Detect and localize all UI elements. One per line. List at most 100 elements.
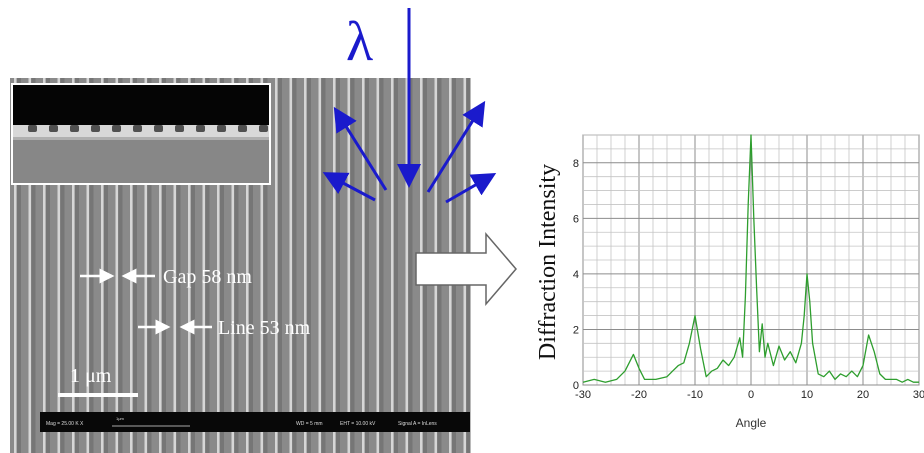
grating-line-highlight <box>159 78 162 453</box>
grating-line-shadow <box>278 78 282 453</box>
grating-line-highlight <box>289 78 292 453</box>
grating-line-highlight <box>304 78 307 453</box>
grating-line-highlight <box>101 78 104 453</box>
grating-line-shadow <box>350 78 355 453</box>
grating-line-highlight <box>188 78 191 453</box>
inset-tooth <box>175 125 184 132</box>
grating-line-shadow <box>220 78 224 453</box>
y-tick-label: 0 <box>573 380 579 392</box>
y-tick-label: 6 <box>573 213 579 225</box>
x-tick-label: 20 <box>857 389 869 401</box>
inset-tooth <box>70 125 79 132</box>
line-label: Line 53 nm <box>218 317 311 339</box>
footer-scale-label: 1μm <box>116 416 125 421</box>
inset-tooth <box>112 125 121 132</box>
grating-line-shadow <box>147 78 152 453</box>
inset-teeth <box>28 125 268 132</box>
grating-line-highlight <box>362 78 365 453</box>
grating-line-shadow <box>249 78 253 453</box>
grating-line-highlight <box>202 78 205 453</box>
grating-line-highlight <box>173 78 176 453</box>
grating-line-shadow <box>133 78 137 453</box>
grating-line-highlight <box>231 78 234 453</box>
sem-micrograph: Gap 58 nm Line 53 nm 1 μm Mag = 25.00 K … <box>10 78 471 453</box>
lambda-symbol: λ <box>346 11 373 73</box>
inset-tooth <box>91 125 100 132</box>
scale-bar <box>58 393 138 397</box>
intensity-series-line <box>582 134 919 383</box>
grating-line-highlight <box>144 78 147 453</box>
footer-mag: Mag = 25.00 K X <box>46 421 84 427</box>
grating-line-shadow <box>408 78 413 453</box>
diffracted-beam-left-2 <box>322 172 376 202</box>
grating-line-shadow <box>205 78 210 453</box>
grating-line-shadow <box>379 78 384 453</box>
grating-line-shadow <box>104 78 108 453</box>
grating-line-highlight <box>57 78 60 453</box>
grating-line-highlight <box>391 78 394 453</box>
footer-wd: WD = 5 mm <box>296 421 323 427</box>
grating-line-shadow <box>234 78 239 453</box>
grating-line-highlight <box>376 78 379 453</box>
gap-label: Gap 58 nm <box>163 266 252 288</box>
diffracted-beam-left-1 <box>333 106 388 191</box>
inset-tooth <box>217 125 226 132</box>
x-tick-label: 0 <box>748 389 754 401</box>
grating-line-shadow <box>75 78 79 453</box>
grating-line-shadow <box>31 78 36 453</box>
inset-tooth <box>28 125 37 132</box>
inset-tooth <box>259 125 268 132</box>
diffraction-chart: -30 -20 -10 0 10 20 30 0 2 4 6 8 Diffraction Intens… <box>535 134 924 430</box>
diffracted-beam-right-2 <box>445 172 497 204</box>
inset-tooth <box>133 125 142 132</box>
grating-line-highlight <box>260 78 263 453</box>
grating-line-highlight <box>28 78 31 453</box>
x-tick-label: -30 <box>575 389 591 401</box>
grating-line-shadow <box>191 78 195 453</box>
grating-line-shadow <box>162 78 166 453</box>
y-tick-label: 4 <box>573 269 579 281</box>
chart-ticks: -30 -20 -10 0 10 20 30 0 2 4 6 8 <box>573 158 924 401</box>
grating-line-highlight <box>347 78 350 453</box>
grating-line-highlight <box>405 78 408 453</box>
grating-line-highlight <box>246 78 249 453</box>
inset-tooth <box>238 125 247 132</box>
footer-signal: Signal A = InLens <box>398 421 437 427</box>
illumination: λ <box>322 8 497 204</box>
grating-line-shadow <box>89 78 94 453</box>
footer-eht: EHT = 10.00 kV <box>340 421 376 427</box>
grating-line-shadow <box>292 78 297 453</box>
inset-tooth <box>49 125 58 132</box>
inset-tooth <box>154 125 163 132</box>
y-tick-label: 8 <box>573 158 579 170</box>
x-tick-label: 30 <box>913 389 924 401</box>
cross-section-inset <box>11 83 271 185</box>
grating-line-shadow <box>176 78 181 453</box>
grating-line-shadow <box>17 78 21 453</box>
grating-line-highlight <box>333 78 336 453</box>
grating-line-shadow <box>336 78 340 453</box>
x-axis-label: Angle <box>736 416 767 430</box>
grating-line-shadow <box>394 78 398 453</box>
y-axis-label: Diffraction Intensity <box>535 164 561 360</box>
x-tick-label: -10 <box>687 389 703 401</box>
grating-line-shadow <box>365 78 369 453</box>
grating-line-highlight <box>318 78 321 453</box>
grating-line-shadow <box>60 78 65 453</box>
sem-footer: Mag = 25.00 K X 1μm WD = 5 mm EHT = 10.0… <box>40 412 470 432</box>
grating-line-shadow <box>321 78 326 453</box>
grating-line-highlight <box>130 78 133 453</box>
diffracted-beam-right-1 <box>426 100 486 193</box>
grating-line-highlight <box>72 78 75 453</box>
grating-line-shadow <box>118 78 123 453</box>
scale-bar-label: 1 μm <box>70 365 112 387</box>
grating-line-shadow <box>46 78 50 453</box>
grating-line-highlight <box>217 78 220 453</box>
chart-series <box>582 134 919 383</box>
grating-line-shadow <box>263 78 268 453</box>
grating-line-highlight <box>275 78 278 453</box>
grating-line-highlight <box>86 78 89 453</box>
inset-tooth <box>196 125 205 132</box>
x-tick-label: -20 <box>631 389 647 401</box>
